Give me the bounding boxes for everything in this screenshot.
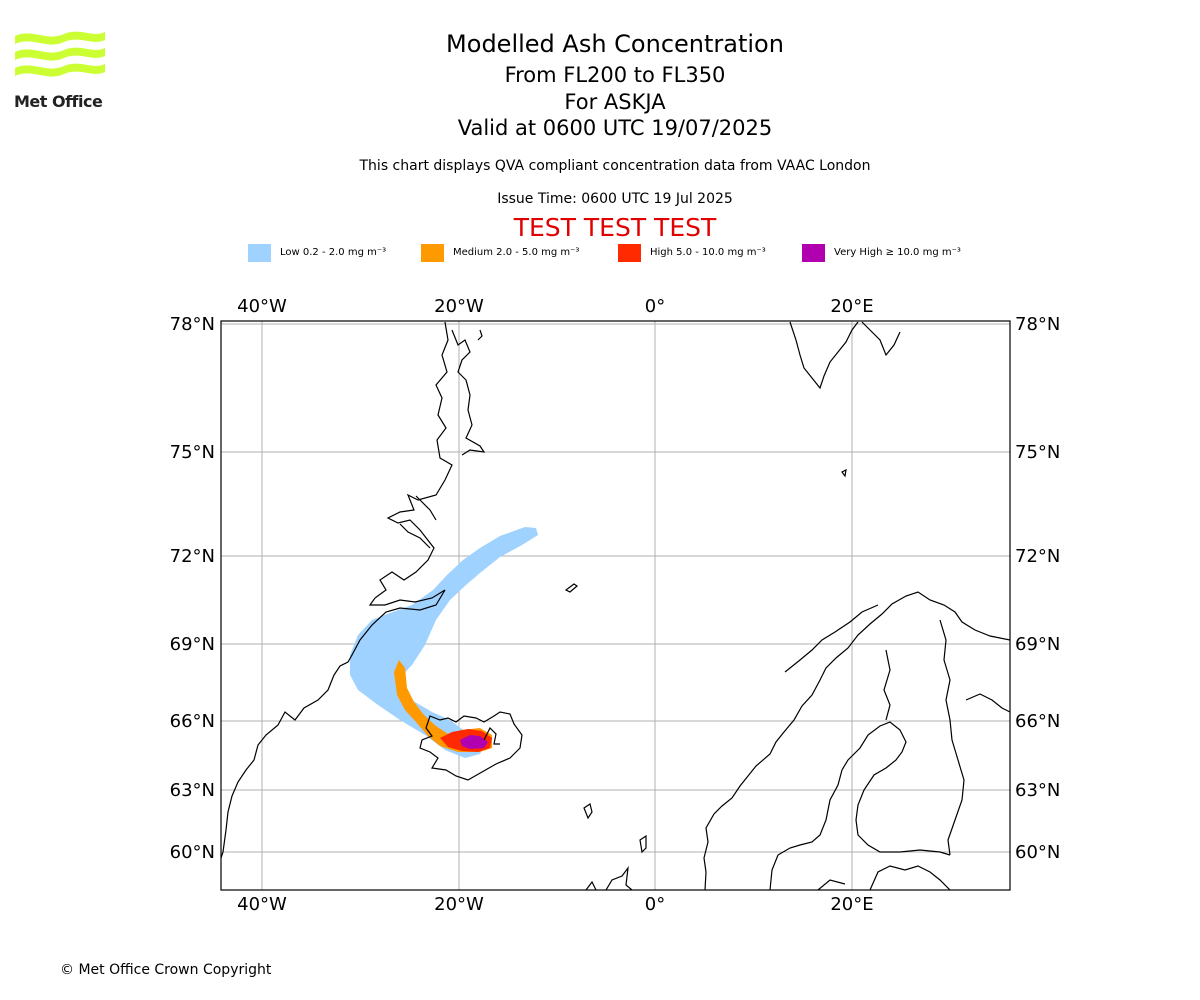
legend-label-medium: Medium 2.0 - 5.0 mg m⁻³ xyxy=(453,247,580,258)
lat-label-left-66n: 66°N xyxy=(170,711,215,732)
chart-title: Modelled Ash Concentration xyxy=(446,30,784,58)
coastlines xyxy=(221,321,1010,890)
legend-swatch-medium xyxy=(421,244,444,262)
flight-levels: From FL200 to FL350 xyxy=(504,63,726,87)
legend-label-low: Low 0.2 - 2.0 mg m⁻³ xyxy=(280,247,387,258)
valid-time: Valid at 0600 UTC 19/07/2025 xyxy=(457,116,773,140)
lat-label-right-72n: 72°N xyxy=(1015,546,1060,567)
lon-label-bottom-0: 0° xyxy=(645,894,665,915)
legend-swatch-low xyxy=(248,244,271,262)
legend-label-high: High 5.0 - 10.0 mg m⁻³ xyxy=(650,247,766,258)
volcano-name: For ASKJA xyxy=(564,90,666,114)
lat-label-right-63n: 63°N xyxy=(1015,780,1060,801)
map-background xyxy=(221,321,1010,890)
lat-label-left-72n: 72°N xyxy=(170,546,215,567)
lat-label-right-66n: 66°N xyxy=(1015,711,1060,732)
lon-label-top-20e: 20°E xyxy=(830,296,873,317)
legend-swatch-high xyxy=(618,244,641,262)
map-frame xyxy=(220,320,1011,891)
ash-area-very-high xyxy=(460,735,488,749)
lon-label-bottom-20e: 20°E xyxy=(830,894,873,915)
lat-label-right-69n: 69°N xyxy=(1015,634,1060,655)
graticule xyxy=(221,321,1010,890)
issue-time: Issue Time: 0600 UTC 19 Jul 2025 xyxy=(497,191,733,207)
met-office-logo-text: Met Office xyxy=(14,92,103,111)
legend-swatch-very-high xyxy=(802,244,825,262)
lat-label-left-69n: 69°N xyxy=(170,634,215,655)
lat-label-left-63n: 63°N xyxy=(170,780,215,801)
lat-label-left-60n: 60°N xyxy=(170,842,215,863)
lat-label-right-75n: 75°N xyxy=(1015,442,1060,463)
test-banner: TEST TEST TEST xyxy=(513,213,717,242)
lat-label-left-75n: 75°N xyxy=(170,442,215,463)
lon-label-bottom-40w: 40°W xyxy=(237,894,287,915)
lon-label-bottom-20w: 20°W xyxy=(434,894,484,915)
legend-label-very-high: Very High ≥ 10.0 mg m⁻³ xyxy=(834,247,961,258)
lon-label-top-40w: 40°W xyxy=(237,296,287,317)
lon-label-top-0: 0° xyxy=(645,296,665,317)
lat-label-right-60n: 60°N xyxy=(1015,842,1060,863)
chart-subtitle: This chart displays QVA compliant concen… xyxy=(359,158,871,174)
copyright: © Met Office Crown Copyright xyxy=(60,962,272,978)
legend: Low 0.2 - 2.0 mg m⁻³ Medium 2.0 - 5.0 mg… xyxy=(0,244,1200,264)
ash-area-low xyxy=(350,527,538,758)
lat-label-right-78n: 78°N xyxy=(1015,314,1060,335)
lat-label-left-78n: 78°N xyxy=(170,314,215,335)
met-office-logo xyxy=(15,31,105,77)
lon-label-top-20w: 20°W xyxy=(434,296,484,317)
